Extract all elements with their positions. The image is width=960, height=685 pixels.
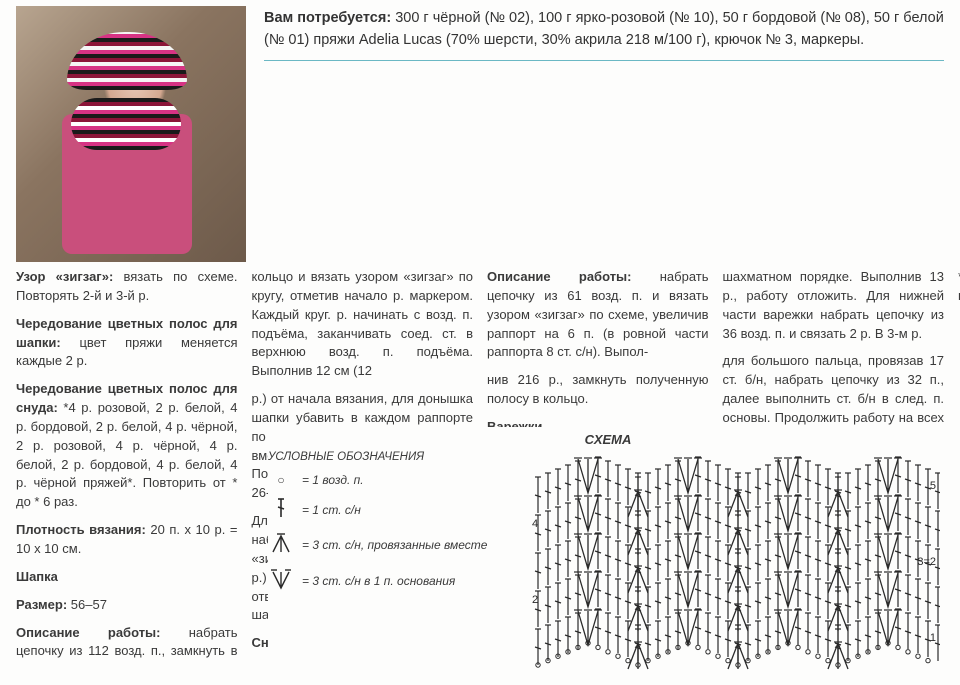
svg-text:1: 1 bbox=[930, 632, 936, 644]
legend-title: УСЛОВНЫЕ ОБОЗНАЧЕНИЯ bbox=[268, 449, 528, 466]
crochet-diagram: 1 2 3=2 4 5 bbox=[530, 441, 940, 673]
materials-label: Вам потребуется: bbox=[264, 10, 391, 26]
legend-item: = 3 ст. с/н, провязанные вместе bbox=[268, 532, 528, 559]
dc3in1-icon bbox=[268, 568, 294, 595]
col3-p1: нив 216 р., замкнуть полученную полосу в… bbox=[487, 371, 709, 409]
stripes-snood-text: *4 р. розовой, 2 р. белой, 4 р. бордовой… bbox=[16, 400, 238, 509]
svg-text:5: 5 bbox=[930, 480, 936, 492]
dc3tog-icon bbox=[268, 532, 294, 559]
chain-icon: ○ bbox=[268, 472, 294, 489]
zigzag-label: Узор «зигзаг»: bbox=[16, 269, 113, 284]
snood-desc-label: Описание работы: bbox=[487, 269, 632, 284]
separator bbox=[264, 60, 944, 61]
size-text: 56–57 bbox=[67, 597, 107, 612]
dc-icon bbox=[268, 497, 294, 524]
hat-heading: Шапка bbox=[16, 568, 238, 587]
hat-desc-label: Описание работы: bbox=[16, 625, 161, 640]
materials-block: Вам потребуется: 300 г чёрной (№ 02), 10… bbox=[264, 6, 944, 262]
svg-text:4: 4 bbox=[532, 518, 538, 530]
size-label: Размер: bbox=[16, 597, 67, 612]
legend: УСЛОВНЫЕ ОБОЗНАЧЕНИЯ ○= 1 возд. п. = 1 с… bbox=[268, 449, 528, 603]
legend-item: = 1 ст. с/н bbox=[268, 497, 528, 524]
legend-item: = 3 ст. с/н в 1 п. основания bbox=[268, 568, 528, 595]
gauge-label: Плотность вязания: bbox=[16, 522, 146, 537]
schema-block: СХЕМА УСЛОВНЫЕ ОБОЗНАЧЕНИЯ ○= 1 возд. п.… bbox=[268, 427, 948, 679]
svg-text:2: 2 bbox=[532, 594, 538, 606]
legend-item: ○= 1 возд. п. bbox=[268, 472, 528, 489]
svg-text:3=2: 3=2 bbox=[917, 556, 936, 568]
model-photo bbox=[16, 6, 246, 262]
